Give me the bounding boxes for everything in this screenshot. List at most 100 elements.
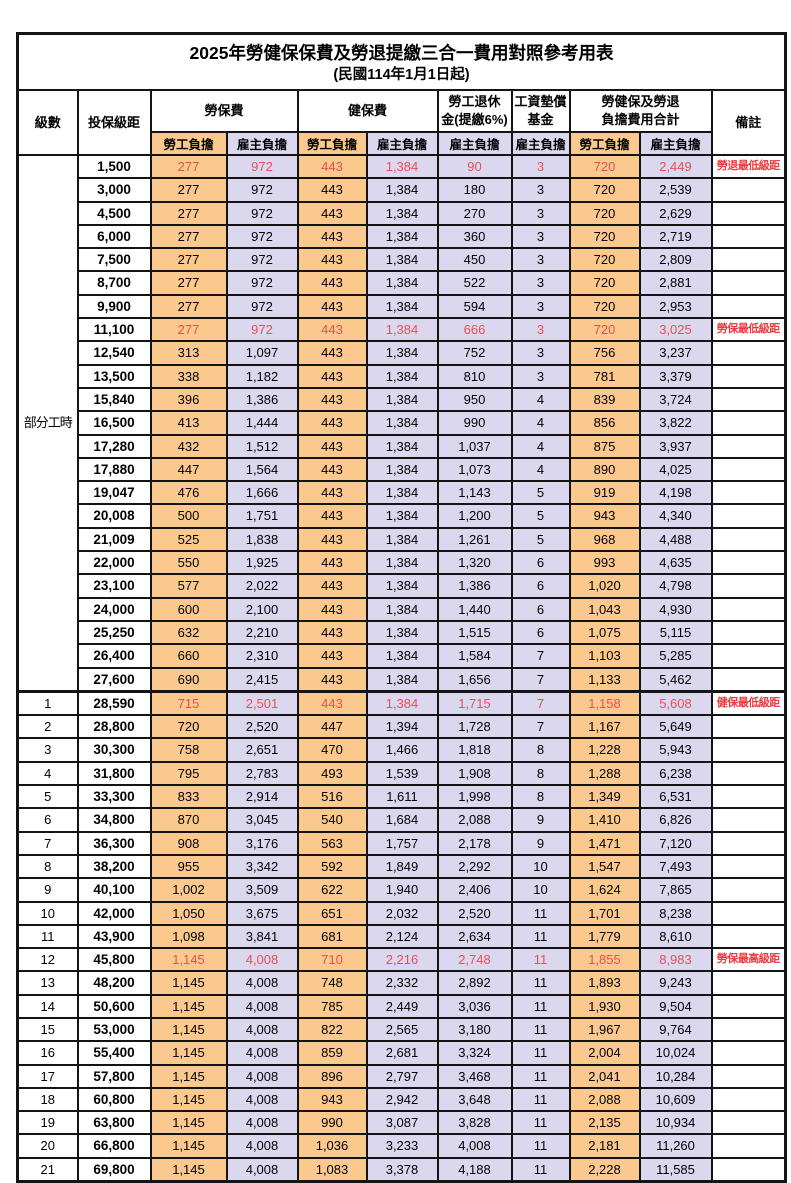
cell-labor-employer: 3,675 [225, 900, 299, 926]
cell-total-employee: 1,930 [568, 993, 641, 1019]
cell-bracket: 1,500 [76, 153, 152, 180]
cell-labor-employer: 972 [225, 317, 299, 343]
cell-pension-employer: 1,037 [436, 433, 513, 459]
cell-total-employee: 856 [568, 410, 641, 436]
cell-pension-employer: 1,818 [436, 737, 513, 763]
cell-wage-fund-employer: 3 [510, 363, 571, 389]
cell-health-employee: 443 [296, 433, 368, 459]
cell-pension-employer: 1,386 [436, 573, 513, 599]
cell-health-employee: 443 [296, 526, 368, 553]
cell-wage-fund-employer: 3 [510, 247, 571, 273]
cell-total-employee: 1,547 [568, 853, 641, 880]
cell-health-employer: 2,124 [365, 923, 439, 950]
cell-level: 19 [16, 1110, 79, 1136]
cell-health-employee: 447 [296, 714, 368, 740]
cell-total-employer: 2,809 [638, 247, 713, 273]
cell-remark [710, 596, 787, 622]
cell-bracket: 30,300 [76, 737, 152, 763]
table-row: 11,100 277 972 443 1,384 666 3 720 3,025 勞保最低級距 [18, 317, 787, 343]
cell-labor-employer: 1,444 [225, 410, 299, 436]
cell-labor-employee: 313 [149, 340, 228, 366]
cell-total-employee: 1,133 [568, 666, 641, 693]
table-row: 3,000 277 972 443 1,384 180 3 720 2,539 [18, 177, 787, 203]
cell-total-employee: 1,471 [568, 830, 641, 856]
cell-health-employer: 1,384 [365, 223, 439, 250]
cell-labor-employee: 720 [149, 714, 228, 740]
cell-labor-employer: 1,925 [225, 550, 299, 576]
cell-total-employee: 919 [568, 480, 641, 506]
cell-remark [710, 900, 787, 926]
cell-total-employee: 1,075 [568, 619, 641, 646]
cell-level: 9 [16, 877, 79, 903]
cell-total-employer: 3,237 [638, 340, 713, 366]
cell-labor-employer: 972 [225, 200, 299, 226]
cell-health-employee: 443 [296, 619, 368, 646]
cell-total-employer: 4,488 [638, 526, 713, 553]
cell-wage-fund-employer: 3 [510, 177, 571, 203]
table-row: 9 40,100 1,002 3,509 622 1,940 2,406 10 1,624 7,8… [16, 877, 787, 903]
table-row: 6,000 277 972 443 1,384 360 3 720 2,719 [18, 223, 787, 250]
cell-labor-employer: 2,022 [225, 573, 299, 599]
cell-labor-employee: 1,145 [149, 1063, 228, 1089]
cell-pension-employer: 752 [436, 340, 513, 366]
cell-labor-employee: 338 [149, 363, 228, 389]
cell-wage-fund-employer: 8 [510, 784, 571, 810]
cell-health-employee: 443 [296, 293, 368, 320]
cell-labor-employer: 1,182 [225, 363, 299, 389]
cell-bracket: 6,000 [76, 223, 152, 250]
cell-labor-employee: 1,145 [149, 993, 228, 1019]
cell-remark: 勞保最高級距 [710, 947, 787, 973]
cell-bracket: 55,400 [76, 1040, 152, 1066]
cell-remark [710, 363, 787, 389]
cell-health-employer: 1,384 [365, 480, 439, 506]
cell-health-employer: 1,384 [365, 293, 439, 320]
cell-health-employee: 443 [296, 200, 368, 226]
cell-pension-employer: 950 [436, 386, 513, 413]
table-row: 22,000 550 1,925 443 1,384 1,320 6 993 4,635 [18, 550, 787, 576]
table-row: 17,280 432 1,512 443 1,384 1,037 4 875 3,937 [18, 433, 787, 459]
cell-pension-employer: 180 [436, 177, 513, 203]
cell-wage-fund-employer: 3 [510, 200, 571, 226]
cell-total-employee: 720 [568, 270, 641, 296]
cell-total-employer: 3,025 [638, 317, 713, 343]
cell-total-employee: 993 [568, 550, 641, 576]
cell-level: 8 [16, 853, 79, 880]
cell-health-employee: 443 [296, 456, 368, 483]
cell-wage-fund-employer: 7 [510, 643, 571, 669]
table-row: 12 45,800 1,145 4,008 710 2,216 2,748 11 1,855 8,… [16, 947, 787, 973]
cell-total-employee: 720 [568, 293, 641, 320]
cell-labor-employee: 277 [149, 200, 228, 226]
cell-bracket: 13,500 [76, 363, 152, 389]
pension-label-line2: 金(提繳6%) [441, 112, 508, 127]
wage-fund-label-line1: 工資墊償 [514, 94, 567, 110]
cell-wage-fund-employer: 11 [510, 900, 571, 926]
cell-pension-employer: 1,908 [436, 760, 513, 787]
cell-health-employee: 443 [296, 153, 368, 180]
cell-labor-employer: 4,008 [225, 993, 299, 1019]
cell-health-employer: 1,384 [365, 456, 439, 483]
cell-total-employee: 2,041 [568, 1063, 641, 1089]
cell-level: 17 [16, 1063, 79, 1089]
cell-wage-fund-employer: 3 [510, 223, 571, 250]
cell-remark [710, 1156, 787, 1183]
cell-health-employer: 1,384 [365, 666, 439, 693]
cell-bracket: 20,008 [76, 503, 152, 529]
table-row: 8 38,200 955 3,342 592 1,849 2,292 10 1,547 7,493 [16, 853, 787, 880]
cell-labor-employer: 4,008 [225, 1063, 299, 1089]
cell-labor-employee: 1,050 [149, 900, 228, 926]
cell-wage-fund-employer: 11 [510, 1086, 571, 1113]
cell-labor-employer: 3,176 [225, 830, 299, 856]
cell-remark [710, 666, 787, 693]
cell-wage-fund-employer: 4 [510, 386, 571, 413]
cell-wage-fund-employer: 6 [510, 619, 571, 646]
table-row: 15,840 396 1,386 443 1,384 950 4 839 3,724 [18, 386, 787, 413]
cell-remark [710, 293, 787, 320]
cell-labor-employee: 1,145 [149, 970, 228, 996]
cell-labor-employee: 795 [149, 760, 228, 787]
cell-remark [710, 643, 787, 669]
cell-total-employer: 4,198 [638, 480, 713, 506]
cell-labor-employer: 2,520 [225, 714, 299, 740]
cell-pension-employer: 810 [436, 363, 513, 389]
table-row: 13 48,200 1,145 4,008 748 2,332 2,892 11 1,893 9,… [16, 970, 787, 996]
cell-labor-employer: 4,008 [225, 1110, 299, 1136]
